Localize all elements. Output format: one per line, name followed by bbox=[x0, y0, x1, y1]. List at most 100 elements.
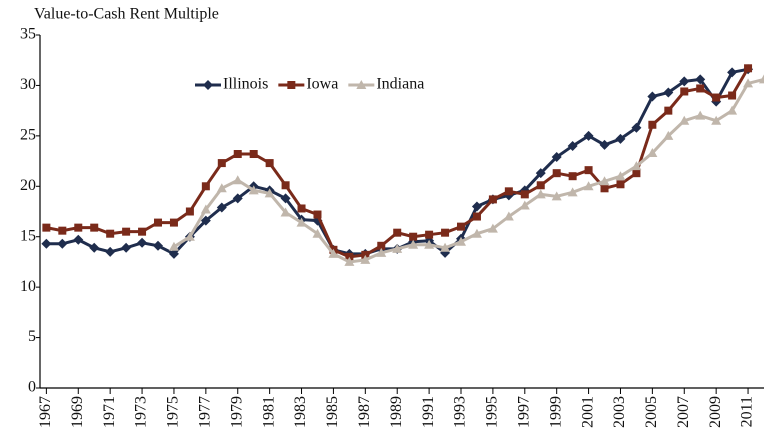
marker bbox=[600, 184, 609, 193]
marker bbox=[312, 228, 323, 238]
x-tick-label: 2003 bbox=[611, 396, 628, 428]
x-tick-label: 2005 bbox=[643, 396, 660, 428]
marker bbox=[504, 187, 513, 196]
marker bbox=[360, 254, 371, 264]
marker bbox=[584, 166, 593, 175]
x-tick-label: 2007 bbox=[675, 396, 692, 428]
marker bbox=[535, 168, 546, 179]
marker bbox=[248, 185, 259, 195]
marker bbox=[216, 202, 227, 213]
x-tick-label: 1981 bbox=[260, 396, 277, 428]
marker bbox=[615, 133, 626, 144]
marker bbox=[440, 242, 451, 252]
x-tick-label: 2001 bbox=[579, 396, 596, 428]
marker bbox=[425, 230, 434, 239]
marker bbox=[456, 236, 467, 246]
x-tick-label: 1997 bbox=[515, 396, 532, 428]
marker bbox=[297, 204, 306, 213]
marker bbox=[216, 183, 227, 193]
marker bbox=[744, 64, 753, 73]
x-tick-label: 1975 bbox=[165, 396, 182, 428]
marker bbox=[185, 207, 194, 216]
marker bbox=[265, 159, 274, 168]
marker bbox=[89, 242, 100, 253]
marker bbox=[184, 231, 195, 241]
legend-marker bbox=[356, 80, 367, 89]
marker bbox=[58, 226, 67, 235]
x-tick-label: 1977 bbox=[197, 396, 214, 428]
marker bbox=[344, 256, 355, 266]
marker bbox=[457, 222, 466, 231]
marker bbox=[695, 74, 706, 85]
marker bbox=[122, 227, 131, 236]
marker bbox=[552, 169, 561, 178]
y-tick-label: 10 bbox=[20, 278, 36, 295]
marker bbox=[711, 115, 722, 125]
marker bbox=[743, 78, 754, 88]
marker bbox=[200, 204, 211, 214]
x-tick-label: 1971 bbox=[101, 396, 118, 428]
marker bbox=[264, 188, 275, 198]
marker bbox=[647, 91, 658, 102]
marker bbox=[472, 212, 481, 221]
marker bbox=[471, 228, 482, 238]
marker bbox=[232, 175, 243, 185]
y-tick-label: 0 bbox=[28, 379, 36, 396]
marker bbox=[345, 252, 354, 261]
marker bbox=[281, 181, 290, 190]
y-tick-label: 30 bbox=[20, 76, 36, 93]
marker bbox=[663, 87, 674, 98]
marker bbox=[551, 191, 562, 201]
legend-marker bbox=[287, 81, 296, 89]
marker bbox=[169, 218, 178, 227]
legend-label: Iowa bbox=[306, 76, 338, 93]
marker bbox=[138, 227, 147, 236]
marker bbox=[471, 201, 482, 212]
marker bbox=[535, 189, 546, 199]
x-tick-label: 1967 bbox=[37, 396, 54, 428]
marker bbox=[409, 232, 418, 241]
marker bbox=[648, 120, 657, 129]
marker bbox=[759, 74, 764, 84]
marker bbox=[105, 246, 116, 257]
marker bbox=[616, 180, 625, 189]
marker bbox=[393, 228, 402, 237]
legend-label: Illinois bbox=[223, 76, 268, 93]
marker bbox=[679, 76, 690, 87]
marker bbox=[233, 150, 242, 159]
chart-title: Value-to-Cash Rent Multiple bbox=[34, 6, 219, 23]
marker bbox=[249, 150, 258, 159]
marker bbox=[728, 91, 737, 100]
marker bbox=[153, 240, 164, 251]
x-tick-label: 1987 bbox=[356, 396, 373, 428]
marker bbox=[280, 207, 291, 217]
marker bbox=[536, 181, 545, 190]
marker bbox=[328, 248, 339, 258]
marker bbox=[376, 247, 387, 257]
marker bbox=[90, 223, 99, 232]
marker bbox=[599, 139, 610, 150]
marker bbox=[232, 193, 243, 204]
marker bbox=[168, 248, 179, 259]
marker bbox=[57, 238, 68, 249]
marker bbox=[361, 250, 370, 259]
marker bbox=[583, 130, 594, 141]
marker bbox=[408, 239, 419, 249]
x-tick-label: 1985 bbox=[324, 396, 341, 428]
marker bbox=[615, 171, 626, 181]
marker bbox=[664, 106, 673, 115]
x-tick-label: 1989 bbox=[388, 396, 405, 428]
x-tick-label: 2011 bbox=[739, 396, 756, 427]
x-tick-label: 2009 bbox=[707, 396, 724, 428]
marker bbox=[712, 93, 721, 102]
marker bbox=[488, 195, 497, 204]
x-tick-label: 1993 bbox=[452, 396, 469, 428]
marker bbox=[727, 105, 738, 115]
x-tick-label: 1991 bbox=[420, 396, 437, 428]
marker bbox=[599, 176, 610, 186]
y-tick-label: 20 bbox=[20, 177, 36, 194]
marker bbox=[441, 228, 450, 237]
marker bbox=[567, 187, 578, 197]
